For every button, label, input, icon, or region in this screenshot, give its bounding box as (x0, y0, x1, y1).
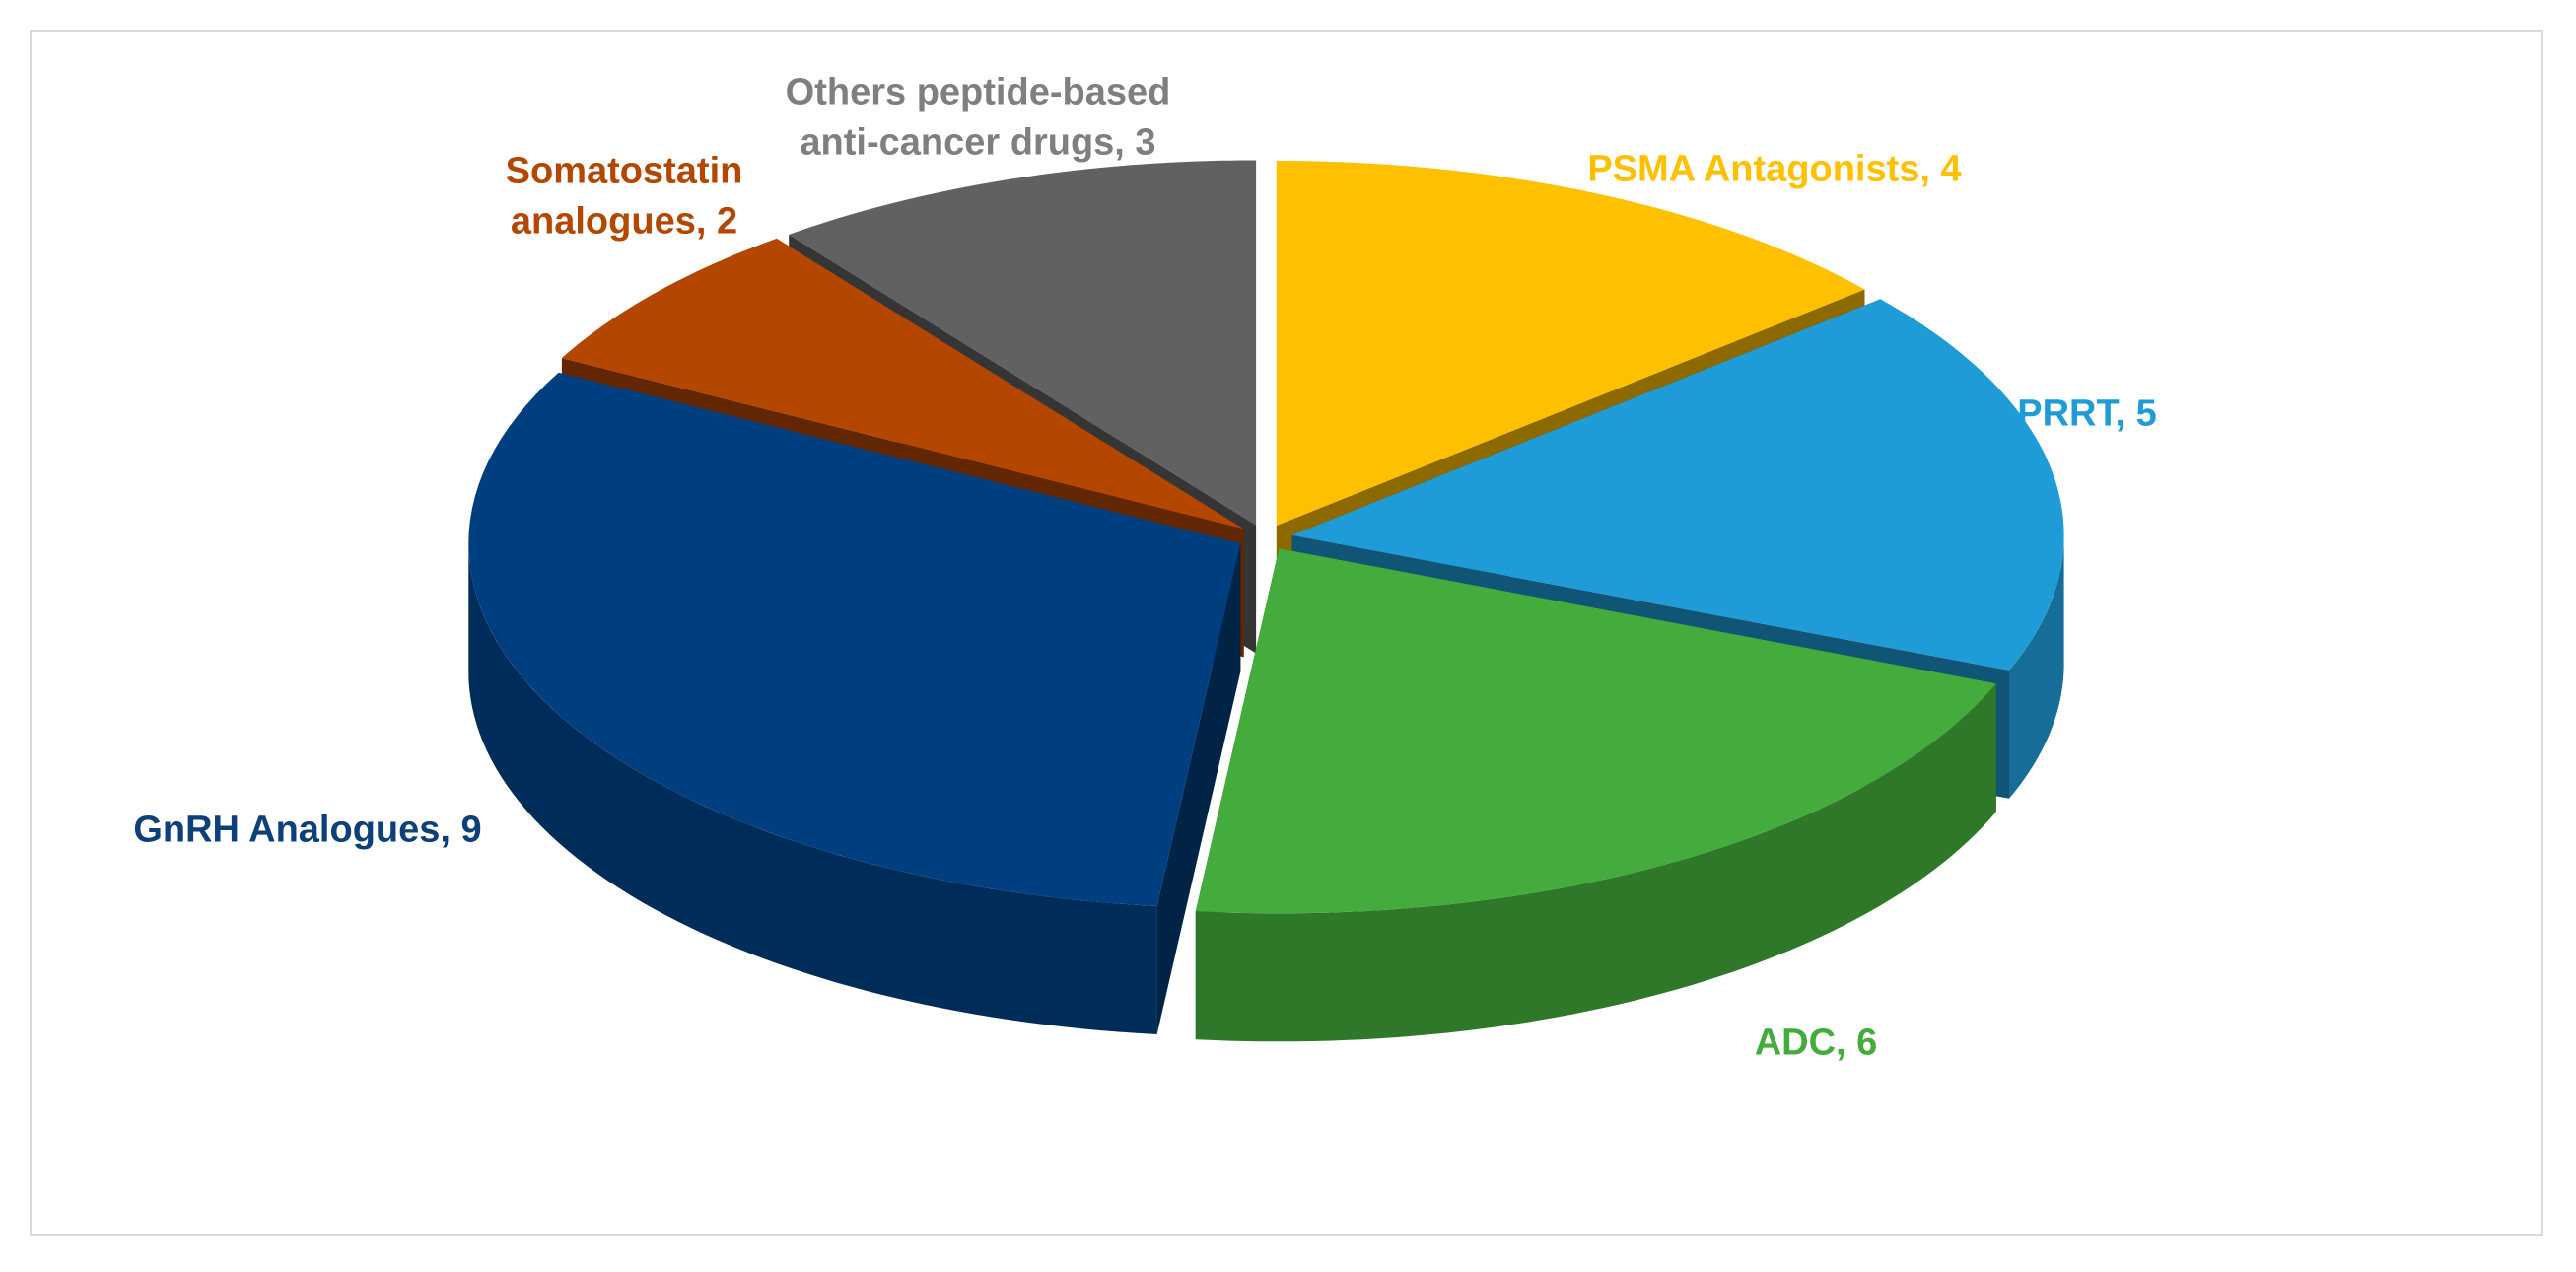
category-name: PSMA Antagonists (1587, 148, 1920, 190)
slice-side (1195, 683, 1996, 1042)
value-label: 2 (716, 201, 738, 243)
data-label: Others peptide-based anti-cancer drugs, … (741, 68, 1215, 170)
value-label: 5 (2135, 392, 2157, 435)
label-separator: , (2115, 392, 2136, 435)
category-name: GnRH Analogues (133, 809, 441, 851)
label-separator: , (440, 809, 461, 851)
value-label: 4 (1940, 148, 1962, 190)
slice-side (468, 543, 1157, 1034)
label-separator: , (695, 201, 717, 243)
data-label: Somatostatin analogues, 2 (476, 147, 772, 248)
value-label: 9 (460, 809, 482, 851)
value-label: 6 (1856, 1022, 1878, 1064)
slice-side (2009, 534, 2064, 799)
category-name: Somatostatin analogues (505, 150, 753, 243)
slice (1291, 299, 2064, 671)
slice (1276, 161, 1865, 526)
slice (789, 160, 1257, 526)
label-separator: , (1919, 148, 1941, 190)
category-name: PRRT (2017, 392, 2116, 435)
chart-frame (30, 30, 2543, 1236)
value-label: 3 (1135, 122, 1156, 164)
label-separator: , (1836, 1022, 1857, 1064)
label-separator: , (1114, 122, 1136, 164)
slice (468, 372, 1241, 906)
data-label: ADC, 6 (1755, 1018, 1878, 1068)
data-label: PRRT, 5 (2017, 389, 2157, 439)
data-label: PSMA Antagonists, 4 (1587, 144, 1961, 194)
data-label: GnRH Analogues, 9 (133, 805, 481, 855)
slice (561, 238, 1244, 530)
category-name: ADC (1754, 1022, 1837, 1064)
slice (1195, 548, 1996, 914)
category-name: Others peptide-based anti-cancer drugs (785, 71, 1181, 164)
